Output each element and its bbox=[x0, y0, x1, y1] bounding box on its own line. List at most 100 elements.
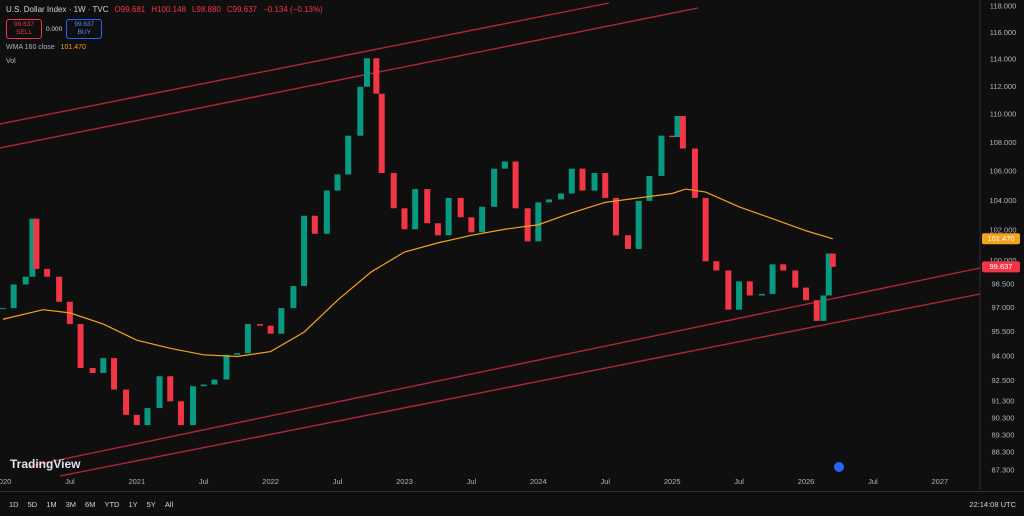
y-tick-label: 102.000 bbox=[989, 226, 1016, 235]
y-tick-label: 98.500 bbox=[992, 279, 1015, 288]
y-tick-label: 118.000 bbox=[990, 1, 1017, 10]
candle bbox=[445, 197, 452, 236]
candle bbox=[691, 148, 698, 198]
indicator-legend[interactable]: Vol bbox=[6, 58, 16, 65]
candle bbox=[825, 253, 832, 296]
candle bbox=[133, 414, 140, 426]
candle bbox=[524, 208, 531, 242]
candle bbox=[100, 358, 107, 373]
range-button[interactable]: All bbox=[164, 499, 174, 509]
candle bbox=[602, 173, 609, 198]
x-tick-label: Jul bbox=[199, 477, 209, 486]
candle bbox=[363, 58, 370, 87]
x-tick-label: 2021 bbox=[128, 477, 145, 486]
candle bbox=[390, 173, 397, 209]
candle bbox=[77, 324, 84, 368]
trend-line bbox=[59, 293, 981, 477]
range-button[interactable]: 1Y bbox=[128, 499, 138, 509]
range-button[interactable]: 3M bbox=[65, 499, 77, 509]
candle bbox=[144, 408, 151, 426]
range-button[interactable]: YTD bbox=[104, 499, 120, 509]
x-tick-label: 2026 bbox=[798, 477, 815, 486]
candle bbox=[479, 206, 486, 233]
candle bbox=[29, 218, 36, 277]
buy-label: BUY bbox=[77, 29, 91, 36]
range-button[interactable]: 1M bbox=[46, 499, 57, 509]
range-button[interactable]: 6M bbox=[85, 499, 96, 509]
trend-line bbox=[0, 7, 699, 149]
ohlc-high: H100.148 bbox=[151, 5, 186, 14]
candle bbox=[501, 161, 508, 169]
candle bbox=[33, 218, 40, 269]
candle bbox=[820, 295, 827, 321]
candle bbox=[44, 268, 51, 277]
spread: 0.000 bbox=[46, 25, 63, 33]
buy-button[interactable]: 99.637 BUY bbox=[66, 19, 103, 39]
y-tick-label: 104.000 bbox=[989, 196, 1016, 205]
indicator-label: WMA 160 close bbox=[6, 44, 55, 51]
x-tick-label: 2022 bbox=[262, 477, 279, 486]
candle bbox=[0, 308, 6, 310]
range-button[interactable]: 1D bbox=[9, 499, 19, 509]
candle bbox=[746, 281, 753, 296]
indicator-legend[interactable]: WMA 160 close 101.470 bbox=[6, 44, 86, 51]
event-flag[interactable] bbox=[834, 462, 844, 472]
candle bbox=[123, 389, 130, 415]
candle bbox=[792, 270, 799, 288]
x-tick-label: 2020 bbox=[0, 477, 11, 486]
candle bbox=[200, 384, 207, 387]
chart: 118.000 116.000 114.000 112.000 110.000 108.0… bbox=[0, 0, 1020, 490]
candle bbox=[813, 300, 820, 321]
wma-line bbox=[2, 188, 833, 358]
y-tick-label: 94.000 bbox=[992, 351, 1015, 360]
candle bbox=[491, 168, 498, 207]
sell-price: 99.637 bbox=[14, 21, 34, 28]
candle bbox=[323, 190, 330, 234]
candle bbox=[89, 367, 96, 373]
candle bbox=[56, 276, 63, 302]
ohlc-close: C99.637 bbox=[226, 5, 258, 14]
sell-label: SELL bbox=[16, 29, 32, 36]
y-tick-label: 110.000 bbox=[990, 110, 1017, 119]
candle bbox=[345, 135, 352, 175]
candle bbox=[311, 215, 318, 234]
buy-price: 99.637 bbox=[74, 21, 95, 28]
price-tag bbox=[982, 261, 1020, 273]
candle bbox=[535, 202, 542, 242]
candle bbox=[378, 93, 385, 174]
candle bbox=[780, 264, 787, 271]
candle bbox=[624, 235, 631, 249]
candle bbox=[244, 324, 251, 354]
candle bbox=[468, 217, 475, 233]
candle bbox=[769, 264, 776, 294]
sell-button[interactable]: 99.637 SELL bbox=[6, 19, 42, 39]
candle bbox=[167, 376, 174, 402]
candle bbox=[646, 175, 653, 201]
x-tick-label: Jul bbox=[333, 477, 343, 486]
range-button[interactable]: 5D bbox=[27, 499, 38, 509]
watermark: TradingView bbox=[10, 457, 81, 471]
candle bbox=[412, 189, 419, 230]
candle bbox=[211, 379, 218, 385]
y-tick-label: 87.300 bbox=[992, 465, 1015, 474]
candle bbox=[702, 197, 709, 262]
range-button[interactable]: 5Y bbox=[146, 499, 156, 509]
candle bbox=[568, 168, 575, 194]
symbol[interactable]: U.S. Dollar Index · 1W · TVC bbox=[6, 5, 109, 14]
bottom-toolbar: 1D 5D 1M 3M 6M YTD 1Y 5Y All 22:14:08 UTC bbox=[0, 491, 1024, 516]
y-tick-label: 88.300 bbox=[992, 448, 1015, 457]
x-tick-label: 2023 bbox=[396, 477, 413, 486]
candle bbox=[457, 197, 464, 218]
price-tag-label: 99.637 bbox=[990, 262, 1013, 271]
symbol-header: U.S. Dollar Index · 1W · TVC O99.681 H10… bbox=[6, 5, 323, 14]
candle bbox=[803, 287, 810, 301]
candle bbox=[591, 173, 598, 191]
y-tick-label: 106.000 bbox=[989, 167, 1016, 176]
candle bbox=[558, 193, 565, 200]
candle bbox=[267, 325, 274, 334]
candle bbox=[401, 208, 408, 230]
x-tick-label: Jul bbox=[467, 477, 477, 486]
candle bbox=[713, 261, 720, 271]
y-tick-label: 114.000 bbox=[990, 55, 1017, 64]
